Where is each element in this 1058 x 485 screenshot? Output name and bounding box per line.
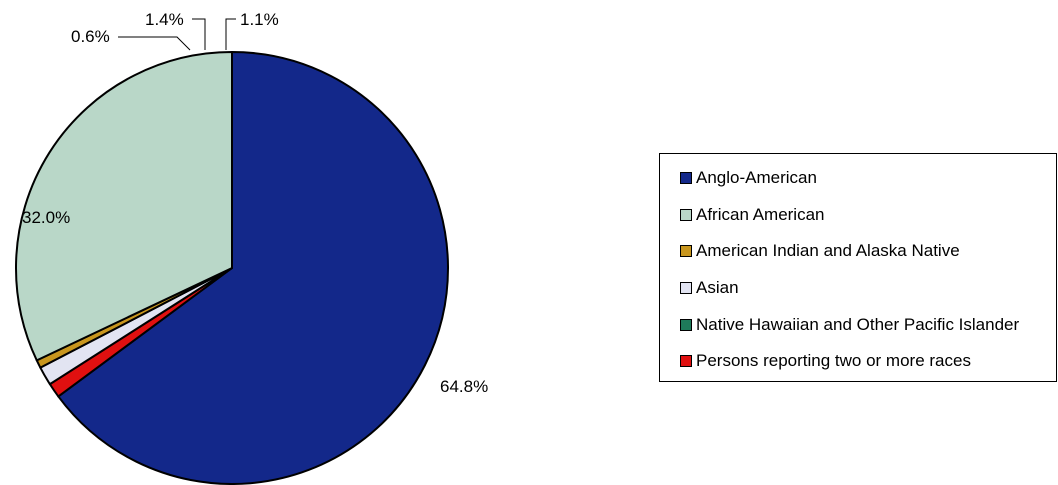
leader-line-two-or-more-races (225, 18, 236, 50)
legend-label: American Indian and Alaska Native (696, 241, 960, 261)
legend-label: Anglo-American (696, 168, 817, 188)
legend-item-two-or-more-races: Persons reporting two or more races (660, 343, 1056, 380)
pie-slices (15, 51, 449, 485)
legend-label: Native Hawaiian and Other Pacific Island… (696, 314, 1020, 334)
slice-label-anglo-american: 64.8% (440, 377, 488, 396)
legend-swatch (680, 245, 692, 258)
legend-swatch (680, 282, 692, 295)
pie-slice-african-american (15, 51, 233, 362)
slice-label-american-indian: 0.6% (71, 27, 110, 46)
pie-labels: 64.8% 32.0% 0.6% 1.4% 1.1% (22, 10, 488, 396)
legend-swatch (680, 318, 692, 331)
legend-swatch (680, 208, 692, 221)
legend-label: African American (696, 204, 825, 224)
legend-label: Asian (696, 278, 739, 298)
pie-chart: 64.8% 32.0% 0.6% 1.4% 1.1% (15, 10, 488, 485)
slice-label-african-american: 32.0% (22, 208, 70, 227)
leader-lines (118, 18, 236, 51)
slice-label-two-or-more-races: 1.1% (240, 10, 279, 29)
legend-item-american-indian: American Indian and Alaska Native (660, 233, 1056, 270)
legend-item-african-american: African American (660, 197, 1056, 234)
legend-swatch (680, 355, 692, 368)
legend-item-asian: Asian (660, 270, 1056, 307)
legend-item-native-hawaiian: Native Hawaiian and Other Pacific Island… (660, 306, 1056, 343)
pie-slice-anglo-american (57, 51, 449, 485)
legend: Anglo-American African American American… (659, 153, 1057, 382)
legend-swatch (680, 172, 692, 185)
legend-item-anglo-american: Anglo-American (660, 160, 1056, 197)
slice-label-asian: 1.4% (145, 10, 184, 29)
legend-label: Persons reporting two or more races (696, 351, 971, 371)
leader-line-asian (192, 18, 206, 50)
leader-line-american-indian (118, 36, 191, 51)
